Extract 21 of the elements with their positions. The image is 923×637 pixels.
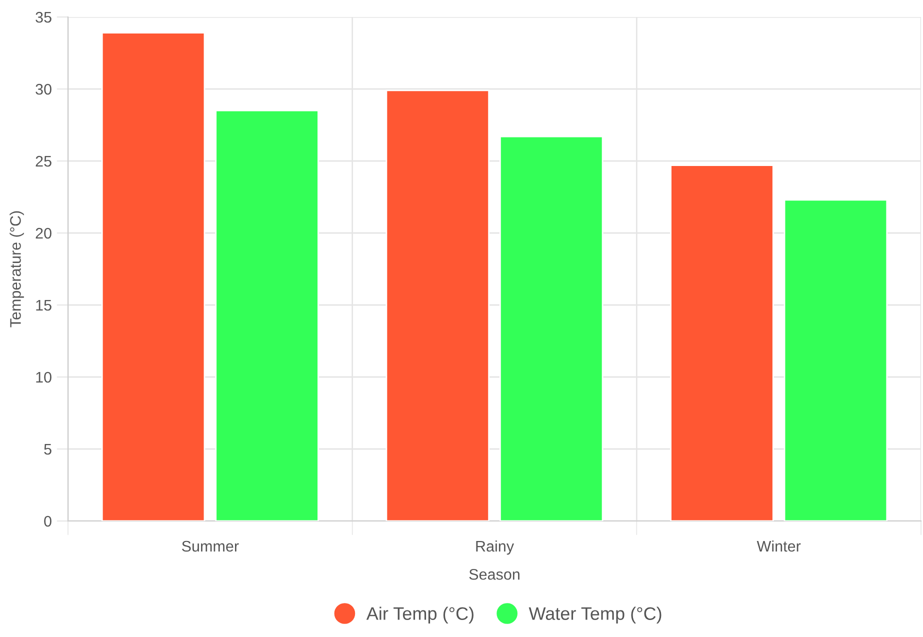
y-tick-label: 15 <box>36 300 52 311</box>
y-axis-title: Temperature (°C) <box>10 211 24 328</box>
bar <box>670 164 774 521</box>
bar <box>784 199 888 521</box>
y-tick-label: 25 <box>36 156 52 167</box>
bar <box>215 110 319 521</box>
x-tick-label: Summer <box>182 540 239 552</box>
bar <box>386 90 490 521</box>
legend-label: Water Temp (°C) <box>528 606 662 624</box>
y-tick-label: 35 <box>36 12 52 23</box>
x-axis-title: Season <box>469 568 520 580</box>
bar <box>101 32 206 521</box>
y-tick-label: 30 <box>36 84 52 95</box>
y-tick-label: 20 <box>36 228 52 239</box>
y-tick-label: 10 <box>36 372 52 383</box>
bar <box>499 136 604 521</box>
y-tick-label: 0 <box>44 516 52 527</box>
x-tick-label: Winter <box>756 540 801 552</box>
legend-label: Air Temp (°C) <box>366 606 474 624</box>
x-tick-label: Rainy <box>476 540 514 555</box>
y-tick-label: 5 <box>44 444 52 455</box>
